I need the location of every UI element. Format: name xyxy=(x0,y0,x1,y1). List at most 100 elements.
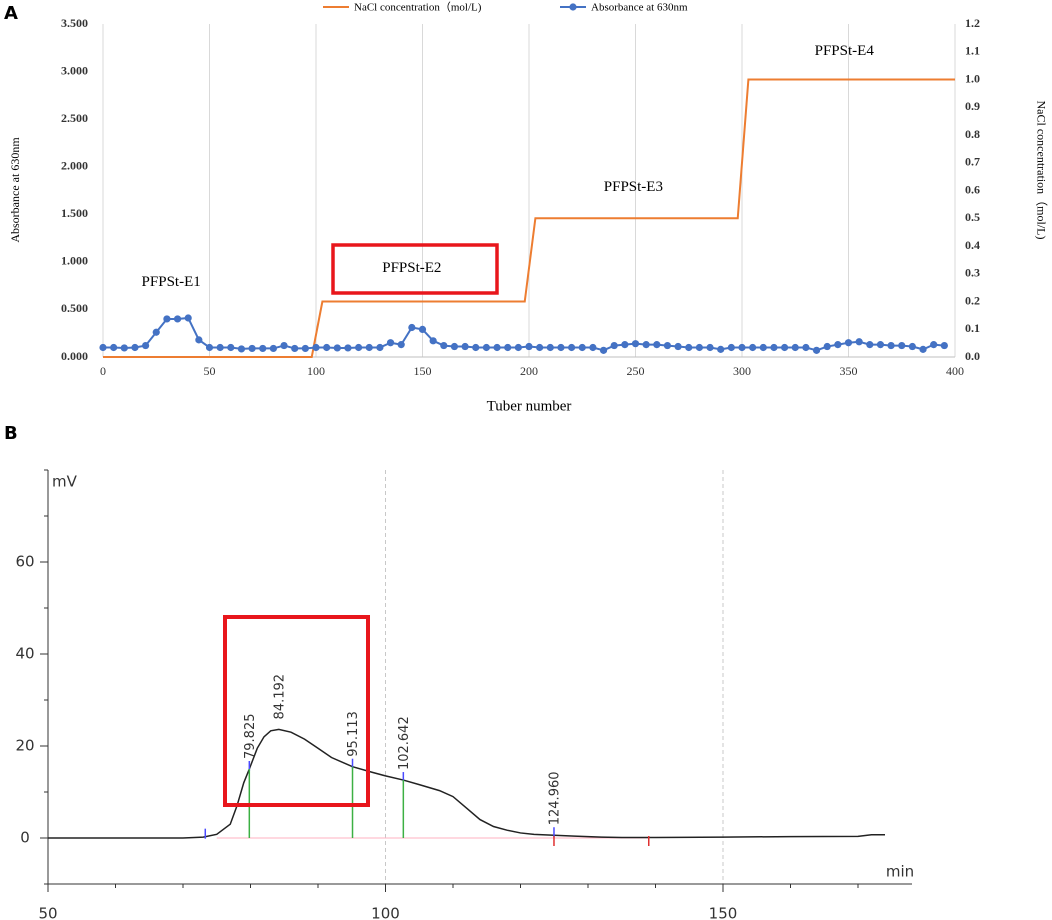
series-point xyxy=(536,343,544,352)
x-tick-label: 300 xyxy=(733,364,751,378)
y-axis-title: mV xyxy=(52,473,78,491)
series-point xyxy=(674,342,682,351)
y-tick-label: 20 xyxy=(15,737,34,755)
series-point xyxy=(866,341,874,349)
y2-tick-label: 0.5 xyxy=(965,210,980,224)
peak-label: 79.825 xyxy=(243,714,258,760)
highlight-box xyxy=(331,243,499,295)
chart: B 50 100 150 0 20 40 60 mV min 79.825 84.192 95.113 1… xyxy=(4,423,914,920)
series-point xyxy=(557,343,565,352)
y-tick-label: 0 xyxy=(20,829,30,847)
series-point xyxy=(908,342,917,351)
series-point xyxy=(450,342,459,351)
y-tick-label: 0.000 xyxy=(61,349,88,363)
series-point xyxy=(812,346,821,354)
y-tick-label: 40 xyxy=(15,645,34,663)
x-tick-label: 200 xyxy=(520,364,538,378)
series-point xyxy=(323,343,331,352)
series-point xyxy=(642,341,650,349)
x-tick-label: 250 xyxy=(627,364,645,378)
series-point xyxy=(376,343,384,352)
y-tick-label: 0.500 xyxy=(61,301,88,315)
series-point xyxy=(397,341,405,349)
series-point xyxy=(493,343,501,352)
x-tick-label: 0 xyxy=(100,364,106,378)
highlight-box xyxy=(223,615,370,807)
series-point xyxy=(589,343,597,352)
y2-tick-label: 0.9 xyxy=(965,99,980,113)
y2-tick-label: 0.1 xyxy=(965,321,980,335)
series-point xyxy=(759,343,767,352)
x-tick-label: 150 xyxy=(709,905,738,920)
panel-label: B xyxy=(4,423,18,444)
series-point xyxy=(429,337,437,345)
y2-tick-label: 0.8 xyxy=(965,127,980,141)
y-tick-label: 1.000 xyxy=(61,254,88,268)
series-point xyxy=(418,325,427,334)
series-point xyxy=(749,343,757,352)
series-point xyxy=(802,343,810,352)
series-point xyxy=(216,343,224,352)
series-point xyxy=(685,343,693,352)
y2-tick-label: 0.6 xyxy=(965,182,980,196)
series-point xyxy=(131,343,139,352)
legend-label: Absorbance at 630nm xyxy=(591,2,688,14)
series-point xyxy=(173,315,182,323)
annotation: PFPSt-E4 xyxy=(815,43,875,59)
series-point xyxy=(599,346,608,354)
series-point xyxy=(269,344,277,353)
peak-label: 95.113 xyxy=(346,711,361,757)
x-tick-label: 100 xyxy=(371,905,400,920)
series-point xyxy=(781,343,789,352)
series-point xyxy=(301,344,309,353)
series-point xyxy=(791,343,799,352)
series-point xyxy=(184,314,192,322)
y2-tick-label: 1.2 xyxy=(965,16,980,30)
x-axis-title: min xyxy=(886,863,914,881)
series-point xyxy=(834,341,842,349)
series-point xyxy=(355,343,363,352)
series-point xyxy=(408,323,416,332)
y-tick-label: 3.000 xyxy=(61,63,88,77)
series-point xyxy=(504,343,512,352)
series-point xyxy=(205,343,214,352)
annotation: PFPSt-E2 xyxy=(382,260,441,276)
x-tick-label: 400 xyxy=(946,364,964,378)
series-point xyxy=(440,341,448,350)
series-point xyxy=(195,336,203,344)
series-point xyxy=(940,341,948,350)
y2-tick-label: 0.4 xyxy=(965,238,980,252)
series-point xyxy=(695,343,704,352)
series-point xyxy=(568,343,576,352)
x-tick-label: 100 xyxy=(307,364,325,378)
series-point xyxy=(482,343,490,352)
series-point xyxy=(333,344,341,352)
series-line xyxy=(48,728,885,839)
y-tick-label: 3.500 xyxy=(61,16,88,30)
series-point xyxy=(631,340,640,348)
series-point xyxy=(152,328,160,336)
legend-marker xyxy=(569,3,577,11)
series-point xyxy=(546,343,554,352)
x-tick-label: 50 xyxy=(38,905,57,920)
series-point xyxy=(120,344,128,352)
series-point xyxy=(259,344,267,353)
series-point xyxy=(823,342,831,351)
series-point xyxy=(663,341,672,350)
panel-label: A xyxy=(4,3,18,24)
y2-tick-label: 1.1 xyxy=(965,44,980,58)
y2-tick-label: 0.2 xyxy=(965,293,980,307)
series-point xyxy=(99,343,107,352)
y-tick-label: 2.000 xyxy=(61,158,88,172)
x-tick-label: 350 xyxy=(840,364,858,378)
series-point xyxy=(717,345,725,353)
annotation: PFPSt-E1 xyxy=(142,274,201,290)
y2-tick-label: 0.0 xyxy=(965,349,980,363)
series-point xyxy=(365,343,373,352)
series-point xyxy=(312,343,320,352)
series-point xyxy=(876,341,885,349)
series-point xyxy=(461,342,469,351)
series-point xyxy=(142,341,150,350)
